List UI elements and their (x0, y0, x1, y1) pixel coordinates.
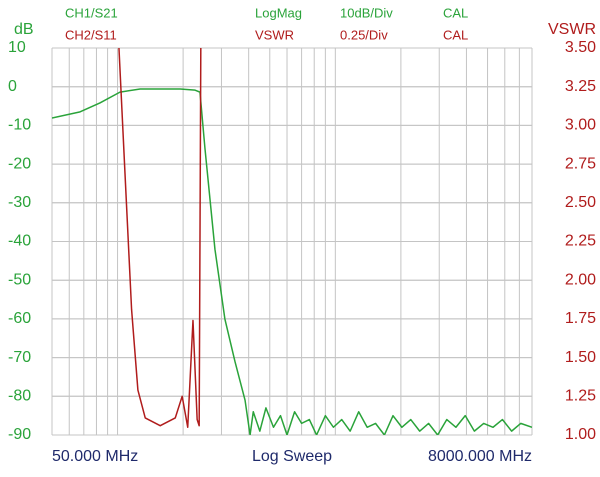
y2-tick-label: 2.25 (565, 233, 596, 250)
y2-tick-label: 1.25 (565, 388, 596, 405)
y-axis-label: dB (14, 21, 34, 38)
x-axis-label: Log Sweep (252, 448, 332, 465)
y-tick-label: -90 (8, 426, 31, 443)
channel-format: VSWR (255, 27, 294, 42)
y2-axis-label: VSWR (548, 21, 596, 38)
y-tick-label: -70 (8, 349, 31, 366)
trace (52, 88, 532, 435)
y-tick-label: -30 (8, 194, 31, 211)
trace (118, 48, 202, 429)
y-tick-label: -50 (8, 271, 31, 288)
y2-tick-label: 2.75 (565, 155, 596, 172)
x-tick-label: 50.000 MHz (52, 448, 138, 465)
y-tick-label: -10 (8, 117, 31, 134)
y-tick-label: -60 (8, 310, 31, 327)
y2-tick-label: 1.75 (565, 310, 596, 327)
channel-status: CAL (443, 5, 468, 20)
channel-scale: 0.25/Div (340, 27, 388, 42)
y-tick-label: -80 (8, 388, 31, 405)
y2-tick-label: 1.50 (565, 349, 596, 366)
y-tick-label: 10 (8, 39, 26, 56)
y2-tick-label: 3.25 (565, 78, 596, 95)
channel-status: CAL (443, 27, 468, 42)
x-tick-label: 8000.000 MHz (428, 448, 532, 465)
channel-name: CH2/S11 (65, 27, 117, 42)
y2-tick-label: 2.00 (565, 271, 596, 288)
channel-format: LogMag (255, 5, 302, 20)
grid (51, 47, 533, 436)
y-tick-label: -40 (8, 233, 31, 250)
y2-tick-label: 3.50 (565, 39, 596, 56)
channel-scale: 10dB/Div (340, 5, 393, 20)
traces (52, 48, 532, 435)
y-tick-label: -20 (8, 155, 31, 172)
y2-tick-label: 2.50 (565, 194, 596, 211)
y2-tick-label: 3.00 (565, 117, 596, 134)
y-tick-label: 0 (8, 78, 17, 95)
channel-name: CH1/S21 (65, 5, 118, 20)
y2-tick-label: 1.00 (565, 426, 596, 443)
